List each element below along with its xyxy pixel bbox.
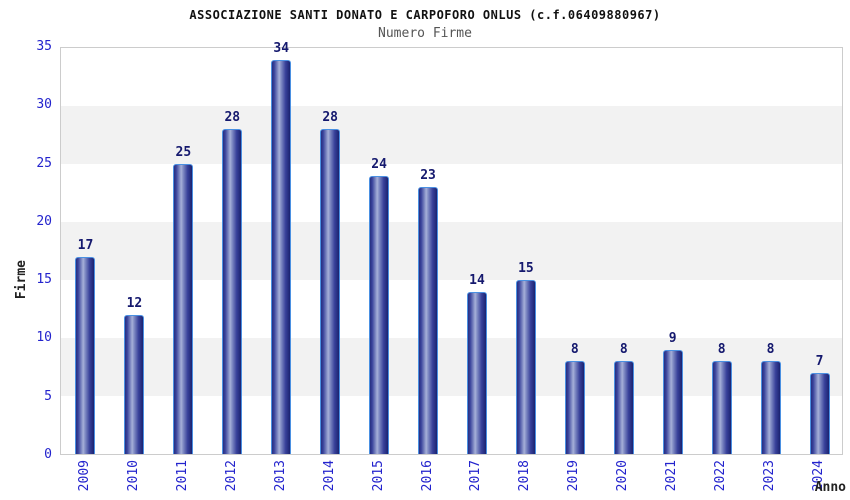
x-tick-label: 2021	[664, 460, 680, 492]
bar-value-label: 7	[815, 353, 824, 369]
bar-value-label: 14	[469, 272, 485, 288]
bar-value-label: 23	[420, 168, 436, 184]
x-tick-label: 2011	[174, 460, 190, 492]
bar-slot: 8	[697, 48, 746, 454]
x-tick-label: 2015	[370, 460, 386, 492]
bar-slot: 14	[453, 48, 502, 454]
bar	[369, 175, 390, 454]
x-tick-label: 2022	[713, 460, 729, 492]
bar	[173, 164, 194, 454]
x-tick-label: 2016	[419, 460, 435, 492]
bar	[760, 361, 781, 454]
bar-slot: 15	[501, 48, 550, 454]
bar	[809, 372, 830, 454]
plot-area: 17 12 25 28 34 28 24 23 14 15 8 8 9 8 8 7	[60, 41, 844, 455]
bar-slot: 24	[355, 48, 404, 454]
bar-slot: 25	[159, 48, 208, 454]
bar	[418, 187, 439, 454]
bar-value-label: 8	[619, 342, 628, 358]
y-tick-label: 25	[36, 155, 52, 171]
bar-slot: 8	[550, 48, 599, 454]
bar-value-label: 8	[766, 342, 775, 358]
bar	[711, 361, 732, 454]
bar-value-label: 8	[717, 342, 726, 358]
y-tick-label: 20	[36, 213, 52, 229]
y-tick-label: 5	[44, 388, 52, 404]
bar-value-label: 15	[518, 261, 534, 276]
x-tick-label: 2023	[762, 460, 778, 492]
bar	[564, 361, 585, 454]
bar-slot: 28	[208, 48, 257, 454]
bar-value-label: 12	[126, 295, 143, 311]
bar-slot: 8	[599, 48, 648, 454]
bar-slot: 23	[404, 48, 453, 454]
bar-slot: 17	[61, 48, 110, 454]
bar	[515, 280, 536, 454]
bar-slot: 28	[306, 48, 355, 454]
bar-slot: 7	[795, 48, 844, 454]
chart-title: ASSOCIAZIONE SANTI DONATO E CARPOFORO ON…	[189, 8, 661, 22]
x-tick-label: 2019	[566, 460, 582, 492]
bar	[613, 361, 634, 454]
x-tick-label: 2012	[223, 460, 239, 492]
bar-value-label: 25	[175, 145, 192, 160]
x-axis-title: Anno	[814, 480, 846, 495]
bar-slot: 9	[648, 48, 697, 454]
bar	[466, 291, 487, 454]
bar	[320, 129, 341, 454]
x-tick-label: 2018	[517, 460, 533, 492]
x-tick-label: 2014	[321, 460, 337, 492]
chart-subtitle: Numero Firme	[378, 26, 472, 41]
x-tick-label: 2020	[615, 460, 631, 492]
y-tick-label: 0	[44, 447, 52, 462]
bar-slot: 12	[110, 48, 159, 454]
x-tick-label: 2010	[125, 460, 141, 492]
y-tick-label: 15	[36, 272, 52, 288]
bar	[124, 314, 145, 454]
bars-layer: 17 12 25 28 34 28 24 23 14 15 8 8 9 8 8 7	[61, 41, 844, 454]
bar	[662, 349, 683, 454]
bar-value-label: 28	[224, 110, 241, 126]
bar-value-label: 34	[273, 40, 290, 56]
bar	[271, 59, 292, 454]
bar-slot: 8	[746, 48, 795, 454]
x-tick-label: 2009	[76, 460, 92, 492]
bar-value-label: 24	[371, 156, 387, 172]
bar-slot: 34	[257, 41, 306, 454]
bar-value-label: 28	[322, 110, 338, 126]
bar	[222, 129, 243, 454]
x-tick-label: 2013	[272, 460, 288, 492]
bar	[75, 256, 96, 454]
bar-value-label: 9	[668, 330, 677, 346]
bar-value-label: 17	[77, 237, 94, 253]
x-tick-label: 2017	[468, 460, 484, 492]
bar-value-label: 8	[570, 342, 579, 358]
y-tick-label: 30	[36, 97, 52, 113]
y-tick-label: 35	[36, 39, 52, 54]
x-axis-tick-labels: 2009 2010 2011 2012 2013 2014 2015 2016 2017 2018…	[60, 460, 843, 498]
y-tick-label: 10	[36, 330, 52, 346]
